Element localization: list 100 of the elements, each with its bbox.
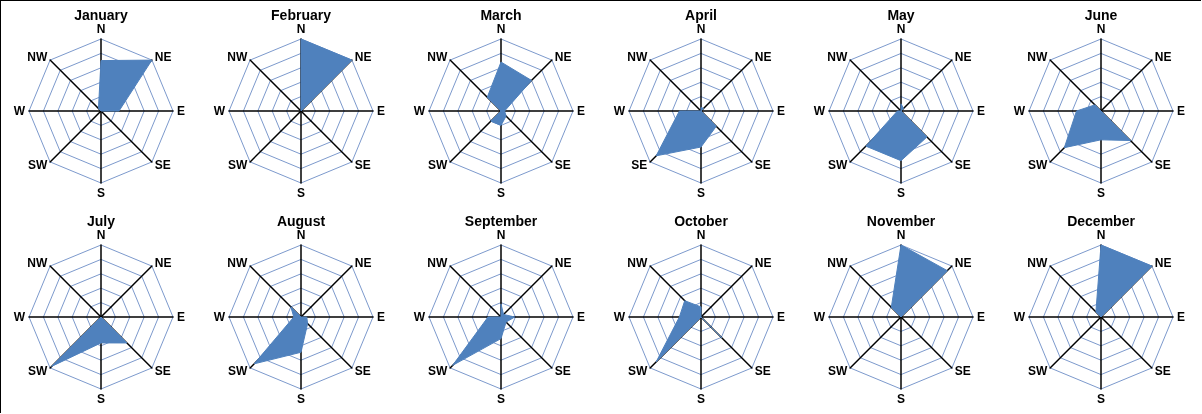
spoke-label: S: [896, 392, 906, 406]
spoke-label: S: [1096, 186, 1106, 200]
spoke-label: NE: [354, 256, 372, 271]
spoke-label: N: [496, 228, 506, 242]
chart-title: April: [685, 7, 717, 23]
spoke-label: NE: [1154, 50, 1172, 65]
spoke-label: SW: [427, 157, 448, 172]
spoke-label: NE: [554, 50, 572, 65]
spoke-label: E: [777, 310, 786, 324]
spoke-label: SW: [227, 157, 248, 172]
spoke-label: E: [977, 104, 986, 118]
spoke-label: E: [577, 104, 586, 118]
spoke-label: E: [377, 310, 386, 324]
spoke-label: SW: [827, 363, 848, 378]
spoke-label: S: [896, 186, 906, 200]
chart-title: January: [74, 7, 129, 23]
spoke-label: SE: [554, 363, 571, 378]
spoke-label: SW: [1027, 363, 1048, 378]
spoke-label: W: [813, 104, 826, 118]
spoke-label: S: [696, 186, 706, 200]
spoke-label: NW: [827, 256, 848, 271]
spoke-label: W: [13, 104, 26, 118]
chart-title: February: [271, 7, 332, 23]
spoke-label: N: [896, 228, 906, 242]
spoke-label: W: [1013, 104, 1026, 118]
spoke-label: N: [96, 22, 106, 36]
spoke-label: S: [96, 392, 106, 406]
chart-title: May: [887, 7, 915, 23]
spoke-label: NW: [227, 50, 248, 65]
spoke-label: NE: [554, 256, 572, 271]
spoke-label: E: [1177, 310, 1186, 324]
spoke-label: E: [177, 310, 186, 324]
spoke-label: N: [696, 228, 706, 242]
spoke-label: N: [96, 228, 106, 242]
spoke-label: W: [413, 310, 426, 324]
spoke-label: S: [296, 392, 306, 406]
spoke-label: W: [613, 104, 626, 118]
spoke-label: N: [496, 22, 506, 36]
spoke-label: NE: [754, 50, 772, 65]
spoke-label: SE: [1154, 363, 1171, 378]
spoke-label: E: [177, 104, 186, 118]
spoke-label: E: [377, 104, 386, 118]
spoke-label: NE: [154, 50, 172, 65]
spoke-label: NE: [1154, 256, 1172, 271]
spoke-label: SW: [827, 157, 848, 172]
spoke-label: SW: [27, 157, 48, 172]
spoke-label: W: [613, 310, 626, 324]
spoke-label: NW: [1027, 50, 1048, 65]
spoke-label: E: [577, 310, 586, 324]
spoke-label: NW: [627, 256, 648, 271]
spoke-label: SE: [554, 157, 571, 172]
spoke-label: S: [296, 186, 306, 200]
spoke-label: SW: [1027, 157, 1048, 172]
spoke-label: S: [496, 186, 506, 200]
spoke-label: SE: [354, 363, 371, 378]
spoke-label: N: [1096, 228, 1106, 242]
spoke-label: NE: [154, 256, 172, 271]
spoke-label: N: [696, 22, 706, 36]
spoke-label: SE: [954, 363, 971, 378]
spoke-label: W: [13, 310, 26, 324]
spoke-label: W: [213, 104, 226, 118]
spoke-label: SW: [427, 363, 448, 378]
spoke-label: W: [1013, 310, 1026, 324]
spoke-label: NW: [427, 50, 448, 65]
spoke-label: NW: [27, 50, 48, 65]
spoke-label: N: [296, 228, 306, 242]
spoke-label: NW: [1027, 256, 1048, 271]
spoke-label: NW: [827, 50, 848, 65]
chart-title: July: [86, 213, 116, 229]
spoke-label: SE: [631, 157, 648, 172]
chart-title: December: [1067, 213, 1136, 229]
spoke-label: E: [1177, 104, 1186, 118]
spoke-label: NE: [354, 50, 372, 65]
chart-title: November: [866, 213, 936, 229]
chart-title: June: [1084, 7, 1118, 23]
spoke-label: SE: [1154, 157, 1171, 172]
spoke-label: NE: [754, 256, 772, 271]
spoke-label: SW: [627, 363, 648, 378]
spoke-label: N: [1096, 22, 1106, 36]
spoke-label: NW: [427, 256, 448, 271]
spoke-label: SW: [227, 363, 248, 378]
spoke-label: SE: [754, 363, 771, 378]
spoke-label: S: [696, 392, 706, 406]
chart-title: October: [674, 213, 729, 229]
spoke-label: N: [296, 22, 306, 36]
chart-title: March: [480, 7, 522, 23]
spoke-label: S: [1096, 392, 1106, 406]
spoke-label: NE: [954, 50, 972, 65]
spoke-label: W: [813, 310, 826, 324]
spoke-label: NE: [954, 256, 972, 271]
spoke-label: W: [413, 104, 426, 118]
spoke-label: SE: [354, 157, 371, 172]
spoke-label: SE: [954, 157, 971, 172]
chart-title: September: [464, 213, 538, 229]
spoke-label: E: [977, 310, 986, 324]
spoke-label: E: [777, 104, 786, 118]
spoke-label: NW: [27, 256, 48, 271]
spoke-label: SE: [154, 157, 171, 172]
spoke-label: N: [896, 22, 906, 36]
spoke-label: SE: [754, 157, 771, 172]
